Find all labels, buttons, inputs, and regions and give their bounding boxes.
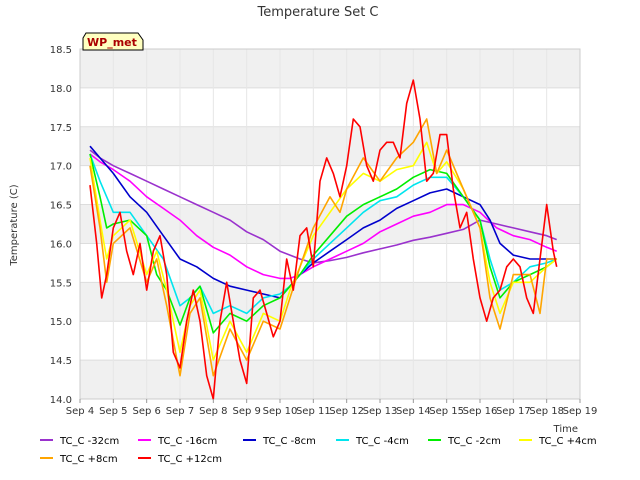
x-tick-label: Sep 5 <box>99 406 127 417</box>
series-line-tc-c--8cm <box>89 145 557 299</box>
plot-area <box>79 48 581 400</box>
legend-label: TC_C -8cm <box>262 436 316 447</box>
site-badge: WP_met <box>82 32 144 51</box>
x-tick-label: Sep 14 <box>396 406 431 417</box>
y-tick-label: 15.0 <box>50 317 72 328</box>
chart-title: Temperature Set C <box>256 5 378 20</box>
x-tick-label: Sep 6 <box>132 406 160 417</box>
grid-band <box>80 321 580 361</box>
y-tick-label: 14.0 <box>50 395 72 406</box>
site-badge-label: WP_met <box>87 36 137 49</box>
y-axis-title: Temperature (C) <box>9 184 20 266</box>
series-line-tc-c-+12cm <box>89 79 558 400</box>
x-tick-label: Sep 9 <box>232 406 260 417</box>
x-tick-label: Sep 11 <box>296 406 331 417</box>
x-tick-label: Sep 7 <box>166 406 194 417</box>
plot-background-bands <box>80 49 580 399</box>
y-tick-label: 17.0 <box>50 162 72 173</box>
x-tick-label: Sep 4 <box>66 406 94 417</box>
y-tick-label: 18.5 <box>50 45 72 56</box>
legend-label: TC_C -16cm <box>157 436 217 447</box>
y-tick-label: 17.5 <box>50 123 72 134</box>
legend: TC_C -32cm TC_C -16cm TC_C -8cm TC_C -4cm TC… <box>40 436 597 465</box>
x-tick-label: Sep 8 <box>199 406 227 417</box>
legend-label: TC_C +4cm <box>538 436 597 447</box>
legend-label: TC_C -32cm <box>59 436 119 447</box>
legend-label: TC_C +12cm <box>157 454 222 465</box>
x-tick-label: Sep 16 <box>463 406 498 417</box>
grid-band <box>80 49 580 88</box>
x-axis-title: Time <box>553 424 578 435</box>
y-tick-label: 16.5 <box>50 201 72 212</box>
legend-label: TC_C +8cm <box>59 454 118 465</box>
x-tick-label: Sep 18 <box>529 406 564 417</box>
grid-band <box>80 87 580 127</box>
x-tick-label: Sep 12 <box>329 406 364 417</box>
x-tick-label: Sep 13 <box>363 406 398 417</box>
x-tick-label: Sep 19 <box>563 406 598 417</box>
y-tick-label: 18.0 <box>50 84 72 95</box>
series-layer <box>89 79 558 400</box>
legend-label: TC_C -4cm <box>355 436 409 447</box>
y-tick-label: 15.5 <box>50 278 72 289</box>
y-tick-label: 14.5 <box>50 356 72 367</box>
y-tick-label: 16.0 <box>50 239 72 250</box>
grid-band <box>80 360 580 399</box>
x-axis-ticks: Sep 4 Sep 5 Sep 6 Sep 7 Sep 8 Sep 9 Sep 10Sep … <box>66 399 598 417</box>
series-line-tc-c--2cm <box>89 153 558 334</box>
x-tick-label: Sep 10 <box>263 406 298 417</box>
x-tick-label: Sep 17 <box>496 406 531 417</box>
y-axis-ticks: 14.0 14.5 15.0 15.5 16.0 16.5 17.0 17.5 18.0 18.5 <box>50 45 72 406</box>
x-tick-label: Sep 15 <box>429 406 464 417</box>
grid-band <box>80 126 580 166</box>
legend-label: TC_C -2cm <box>447 436 501 447</box>
series-line-tc-c-+8cm <box>89 118 557 377</box>
